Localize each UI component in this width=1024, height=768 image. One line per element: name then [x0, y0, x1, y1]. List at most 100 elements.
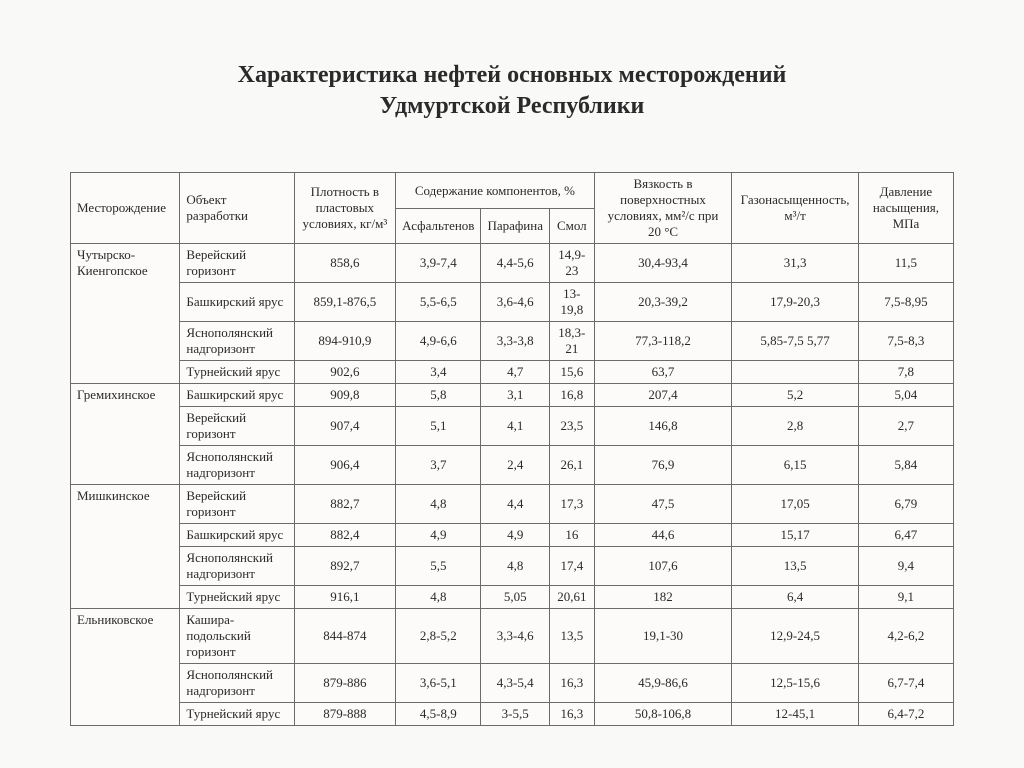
- table-row: Башкирский ярус882,44,94,91644,615,176,4…: [71, 524, 954, 547]
- paraffin-cell: 3,3-4,6: [481, 609, 550, 664]
- viscosity-cell: 76,9: [594, 446, 732, 485]
- viscosity-cell: 77,3-118,2: [594, 322, 732, 361]
- col-density: Плотность в пластовых условиях, кг/м³: [294, 173, 396, 244]
- paraffin-cell: 3,1: [481, 384, 550, 407]
- pressure-cell: 9,4: [858, 547, 953, 586]
- asphaltenes-cell: 3,9-7,4: [396, 244, 481, 283]
- viscosity-cell: 50,8-106,8: [594, 703, 732, 726]
- asphaltenes-cell: 4,9: [396, 524, 481, 547]
- asphaltenes-cell: 3,7: [396, 446, 481, 485]
- object-cell: Верейский горизонт: [180, 485, 294, 524]
- pressure-cell: 4,2-6,2: [858, 609, 953, 664]
- asphaltenes-cell: 2,8-5,2: [396, 609, 481, 664]
- field-cell: Ельниковское: [71, 609, 180, 726]
- object-cell: Яснополянский надгоризонт: [180, 322, 294, 361]
- viscosity-cell: 45,9-86,6: [594, 664, 732, 703]
- col-viscosity: Вязкость в поверхностных условиях, мм²/с…: [594, 173, 732, 244]
- asphaltenes-cell: 4,5-8,9: [396, 703, 481, 726]
- gas-cell: 2,8: [732, 407, 858, 446]
- table-row: Яснополянский надгоризонт906,43,72,426,1…: [71, 446, 954, 485]
- object-cell: Яснополянский надгоризонт: [180, 664, 294, 703]
- resins-cell: 17,3: [550, 485, 595, 524]
- asphaltenes-cell: 4,9-6,6: [396, 322, 481, 361]
- asphaltenes-cell: 3,4: [396, 361, 481, 384]
- asphaltenes-cell: 5,5: [396, 547, 481, 586]
- resins-cell: 16,3: [550, 703, 595, 726]
- resins-cell: 26,1: [550, 446, 595, 485]
- asphaltenes-cell: 5,8: [396, 384, 481, 407]
- viscosity-cell: 107,6: [594, 547, 732, 586]
- col-pressure: Давление насыщения, МПа: [858, 173, 953, 244]
- gas-cell: 6,15: [732, 446, 858, 485]
- density-cell: 894-910,9: [294, 322, 396, 361]
- density-cell: 882,4: [294, 524, 396, 547]
- gas-cell: 31,3: [732, 244, 858, 283]
- paraffin-cell: 3-5,5: [481, 703, 550, 726]
- resins-cell: 20,61: [550, 586, 595, 609]
- col-resins: Смол: [550, 208, 595, 244]
- field-cell: Мишкинское: [71, 485, 180, 609]
- pressure-cell: 9,1: [858, 586, 953, 609]
- viscosity-cell: 207,4: [594, 384, 732, 407]
- density-cell: 909,8: [294, 384, 396, 407]
- asphaltenes-cell: 3,6-5,1: [396, 664, 481, 703]
- asphaltenes-cell: 4,8: [396, 485, 481, 524]
- paraffin-cell: 3,6-4,6: [481, 283, 550, 322]
- viscosity-cell: 63,7: [594, 361, 732, 384]
- gas-cell: 5,2: [732, 384, 858, 407]
- paraffin-cell: 4,8: [481, 547, 550, 586]
- gas-cell: [732, 361, 858, 384]
- title-line2: Удмуртской Республики: [380, 93, 645, 119]
- asphaltenes-cell: 5,1: [396, 407, 481, 446]
- table-row: Турнейский ярус916,14,85,0520,611826,49,…: [71, 586, 954, 609]
- object-cell: Яснополянский надгоризонт: [180, 547, 294, 586]
- gas-cell: 12-45,1: [732, 703, 858, 726]
- object-cell: Яснополянский надгоризонт: [180, 446, 294, 485]
- table-row: ГремихинскоеБашкирский ярус909,85,83,116…: [71, 384, 954, 407]
- resins-cell: 16: [550, 524, 595, 547]
- pressure-cell: 6,79: [858, 485, 953, 524]
- title-line1: Характеристика нефтей основных месторожд…: [238, 62, 787, 88]
- col-gas: Газонасыщенность, м³/т: [732, 173, 858, 244]
- object-cell: Кашира-подольский горизонт: [180, 609, 294, 664]
- viscosity-cell: 20,3-39,2: [594, 283, 732, 322]
- gas-cell: 12,5-15,6: [732, 664, 858, 703]
- col-field: Месторождение: [71, 173, 180, 244]
- resins-cell: 16,3: [550, 664, 595, 703]
- table-row: Яснополянский надгоризонт894-910,94,9-6,…: [71, 322, 954, 361]
- pressure-cell: 6,7-7,4: [858, 664, 953, 703]
- asphaltenes-cell: 5,5-6,5: [396, 283, 481, 322]
- object-cell: Башкирский ярус: [180, 524, 294, 547]
- paraffin-cell: 4,3-5,4: [481, 664, 550, 703]
- viscosity-cell: 19,1-30: [594, 609, 732, 664]
- viscosity-cell: 44,6: [594, 524, 732, 547]
- density-cell: 916,1: [294, 586, 396, 609]
- table-row: Турнейский ярус879-8884,5-8,93-5,516,350…: [71, 703, 954, 726]
- gas-cell: 6,4: [732, 586, 858, 609]
- density-cell: 859,1-876,5: [294, 283, 396, 322]
- gas-cell: 13,5: [732, 547, 858, 586]
- paraffin-cell: 4,9: [481, 524, 550, 547]
- table-row: Турнейский ярус902,63,44,715,663,77,8: [71, 361, 954, 384]
- density-cell: 907,4: [294, 407, 396, 446]
- table-row: Башкирский ярус859,1-876,55,5-6,53,6-4,6…: [71, 283, 954, 322]
- density-cell: 892,7: [294, 547, 396, 586]
- resins-cell: 16,8: [550, 384, 595, 407]
- resins-cell: 13-19,8: [550, 283, 595, 322]
- object-cell: Турнейский ярус: [180, 586, 294, 609]
- pressure-cell: 6,4-7,2: [858, 703, 953, 726]
- object-cell: Турнейский ярус: [180, 361, 294, 384]
- resins-cell: 15,6: [550, 361, 595, 384]
- density-cell: 882,7: [294, 485, 396, 524]
- table-row: Чутырско-КиенгопскоеВерейский горизонт85…: [71, 244, 954, 283]
- gas-cell: 15,17: [732, 524, 858, 547]
- pressure-cell: 2,7: [858, 407, 953, 446]
- pressure-cell: 5,84: [858, 446, 953, 485]
- page-title: Характеристика нефтей основных месторожд…: [70, 60, 954, 122]
- paraffin-cell: 3,3-3,8: [481, 322, 550, 361]
- resins-cell: 14,9-23: [550, 244, 595, 283]
- pressure-cell: 5,04: [858, 384, 953, 407]
- oil-characteristics-table: Месторождение Объект разработки Плотност…: [70, 172, 954, 726]
- resins-cell: 18,3-21: [550, 322, 595, 361]
- paraffin-cell: 5,05: [481, 586, 550, 609]
